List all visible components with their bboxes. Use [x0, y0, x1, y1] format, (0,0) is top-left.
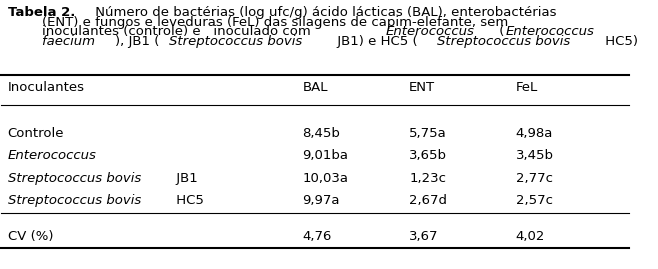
Text: 2,57c: 2,57c — [516, 194, 553, 207]
Text: 2,77c: 2,77c — [516, 172, 553, 185]
Text: faecium: faecium — [8, 35, 95, 48]
Text: 9,97a: 9,97a — [303, 194, 340, 207]
Text: Número de bactérias (log ufc/g) ácido lácticas (BAL), enterobactérias: Número de bactérias (log ufc/g) ácido lá… — [91, 6, 556, 19]
Text: 3,67: 3,67 — [409, 230, 439, 243]
Text: Inoculantes: Inoculantes — [8, 81, 85, 94]
Text: HC5): HC5) — [601, 35, 638, 48]
Text: ), JB1 (: ), JB1 ( — [114, 35, 159, 48]
Text: JB1: JB1 — [172, 172, 197, 185]
Text: Streptococcus bovis: Streptococcus bovis — [8, 194, 141, 207]
Text: 1,23c: 1,23c — [409, 172, 446, 185]
Text: HC5: HC5 — [172, 194, 203, 207]
Text: Enterococcus: Enterococcus — [8, 149, 97, 162]
Text: Streptococcus bovis: Streptococcus bovis — [437, 35, 570, 48]
Text: 2,67d: 2,67d — [409, 194, 447, 207]
Text: Tabela 2.: Tabela 2. — [8, 6, 75, 19]
Text: Controle: Controle — [8, 127, 64, 140]
Text: 4,02: 4,02 — [516, 230, 545, 243]
Text: (ENT) e fungos e leveduras (FeL) das silagens de capim-elefante, sem: (ENT) e fungos e leveduras (FeL) das sil… — [8, 16, 508, 29]
Text: ENT: ENT — [409, 81, 435, 94]
Text: 8,45b: 8,45b — [303, 127, 340, 140]
Text: inoculantes (controle) e   inoculado com: inoculantes (controle) e inoculado com — [8, 25, 315, 38]
Text: JB1) e HC5 (: JB1) e HC5 ( — [333, 35, 418, 48]
Text: CV (%): CV (%) — [8, 230, 53, 243]
Text: Enterococcus: Enterococcus — [385, 25, 474, 38]
Text: BAL: BAL — [303, 81, 328, 94]
Text: Streptococcus bovis: Streptococcus bovis — [8, 172, 141, 185]
Text: FeL: FeL — [516, 81, 538, 94]
Text: Enterococcus: Enterococcus — [506, 25, 595, 38]
Text: (: ( — [495, 25, 504, 38]
Text: Streptococcus bovis: Streptococcus bovis — [169, 35, 303, 48]
Text: 9,01ba: 9,01ba — [303, 149, 349, 162]
Text: 3,45b: 3,45b — [516, 149, 553, 162]
Text: 10,03a: 10,03a — [303, 172, 349, 185]
Text: 5,75a: 5,75a — [409, 127, 447, 140]
Text: 4,98a: 4,98a — [516, 127, 553, 140]
Text: 3,65b: 3,65b — [409, 149, 447, 162]
Text: 4,76: 4,76 — [303, 230, 332, 243]
